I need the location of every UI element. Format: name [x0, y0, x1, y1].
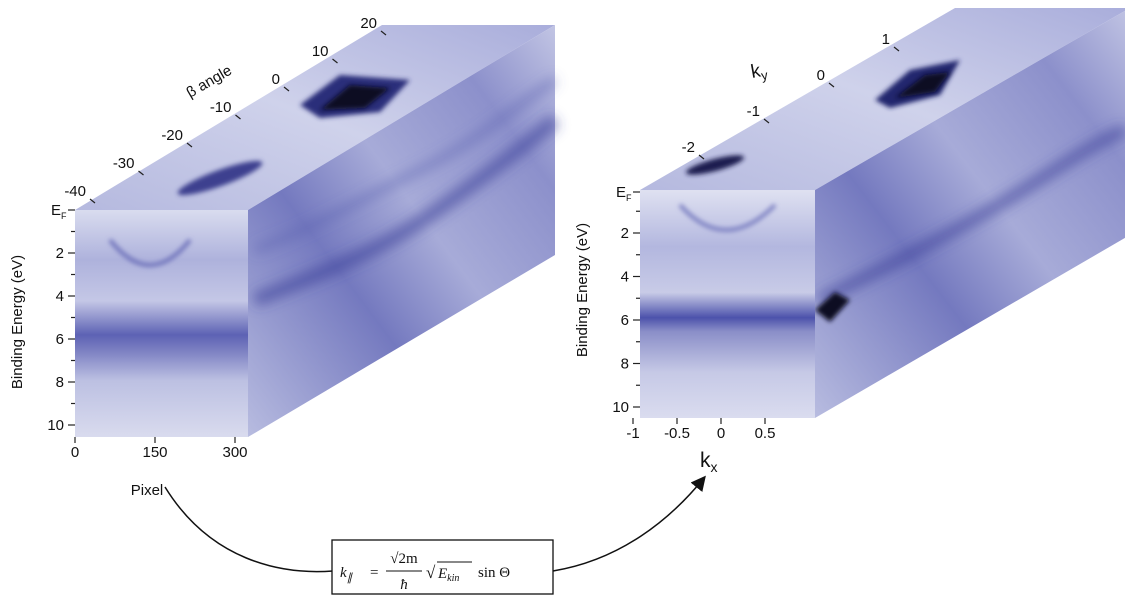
tick-main: E [616, 184, 626, 201]
y-tick-label: 4 [56, 288, 64, 305]
formula-equals: = [370, 565, 378, 581]
y-tick-label: EF [51, 202, 67, 221]
x-tick-label: -1 [626, 425, 639, 442]
y-tick-label: 2 [621, 225, 629, 242]
tick-main: E [51, 202, 61, 219]
x-tick-label: 300 [222, 444, 247, 461]
depth-tick-label: 0 [272, 71, 280, 88]
tick-sub: F [626, 193, 632, 203]
depth-axis-label: β angle [184, 62, 235, 101]
x-tick-label: 150 [142, 444, 167, 461]
label-main: k [700, 449, 711, 472]
depth-tick-label: 10 [312, 43, 329, 60]
label-sub: y [760, 67, 769, 83]
tick-sub: F [61, 211, 67, 221]
y-axis-label: Binding Energy (eV) [574, 223, 591, 357]
x-tick-label: 0.5 [755, 425, 776, 442]
energy-sub: kin [447, 573, 459, 584]
depth-tick-label: -20 [161, 127, 183, 144]
figure: β angle Binding Energy (eV) Pixel Bindin… [0, 0, 1125, 609]
formula-denominator: ħ [400, 577, 408, 593]
arrow [165, 487, 333, 572]
y-tick-label: EF [616, 184, 632, 203]
depth-axis-label: ky [749, 59, 769, 85]
x-tick-label: 0 [717, 425, 725, 442]
depth-tick-label: 20 [360, 15, 377, 32]
front-face [75, 210, 248, 437]
arrow [553, 478, 704, 571]
y-tick-label: 8 [56, 374, 64, 391]
y-tick-label: 4 [621, 269, 629, 286]
x-tick-label: -0.5 [664, 425, 690, 442]
x-axis-label: kx [700, 449, 718, 475]
depth-tick-label: -1 [747, 103, 760, 120]
y-axis-label: Binding Energy (eV) [9, 255, 26, 389]
x-tick-label: 0 [71, 444, 79, 461]
energy: E [437, 566, 447, 582]
depth-tick-label: -2 [682, 139, 695, 156]
depth-tick-label: -10 [210, 99, 232, 116]
depth-tick-label: 1 [882, 31, 890, 48]
formula-numerator: √2m [390, 551, 418, 567]
y-tick-label: 2 [56, 245, 64, 262]
label-sub: x [711, 459, 718, 475]
front-face [640, 190, 815, 418]
depth-tick-label: -40 [64, 183, 86, 200]
y-tick-label: 10 [47, 417, 64, 434]
y-tick-label: 6 [56, 331, 64, 348]
left-cube [75, 25, 555, 437]
depth-tick-label: 0 [817, 67, 825, 84]
formula-root: √ [426, 563, 436, 582]
y-tick-label: 6 [621, 312, 629, 329]
y-tick-label: 8 [621, 356, 629, 373]
y-tick-label: 10 [612, 399, 629, 416]
depth-tick-label: -30 [113, 155, 135, 172]
right-cube [640, 8, 1125, 418]
formula-trig: sin Θ [478, 565, 510, 581]
x-axis-label: Pixel [131, 482, 164, 499]
